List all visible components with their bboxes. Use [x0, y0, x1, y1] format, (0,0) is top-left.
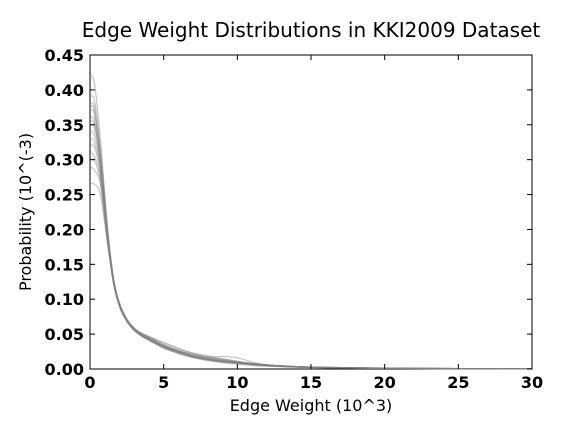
- x-tick-label: 30: [521, 373, 543, 392]
- y-tick-label: 0.20: [45, 220, 84, 239]
- y-tick-label: 0.05: [45, 325, 84, 344]
- series-line-3: [89, 102, 533, 370]
- x-tick-label: 25: [447, 373, 469, 392]
- y-tick-label: 0.10: [45, 290, 84, 309]
- series-line-15: [89, 158, 533, 370]
- series-line-12: [89, 105, 533, 370]
- y-tick-label: 0.30: [45, 151, 84, 170]
- series-line-6: [89, 123, 533, 370]
- chart-title: Edge Weight Distributions in KKI2009 Dat…: [82, 18, 541, 42]
- x-tick-label: 10: [226, 373, 248, 392]
- x-axis: 0 5 10 15 20 25 30: [84, 55, 543, 392]
- x-tick-label: 0: [84, 373, 95, 392]
- x-tick-label: 5: [158, 373, 169, 392]
- y-axis-label: Probability (10^(-3): [16, 133, 35, 291]
- series-line-7: [89, 130, 533, 370]
- series-line-14: [89, 144, 533, 370]
- series-line-5: [89, 116, 533, 370]
- series-line-13: [89, 120, 533, 370]
- y-tick-label: 0.25: [45, 186, 84, 205]
- series-line-9: [89, 152, 533, 370]
- y-tick-label: 0.35: [45, 116, 84, 135]
- plot-area: [89, 54, 533, 370]
- y-tick-label: 0.00: [45, 360, 84, 379]
- x-tick-label: 20: [374, 373, 396, 392]
- series-line-2: [89, 95, 533, 370]
- series-lines: [89, 75, 533, 370]
- x-tick-label: 15: [300, 373, 322, 392]
- x-axis-label: Edge Weight (10^3): [230, 396, 393, 415]
- series-line-4: [89, 109, 533, 370]
- series-line-11: [89, 182, 533, 370]
- y-tick-label: 0.15: [45, 255, 84, 274]
- series-line-1: [89, 75, 533, 370]
- y-tick-label: 0.45: [45, 46, 84, 65]
- series-line-8: [89, 138, 533, 370]
- series-line-10: [89, 166, 533, 370]
- y-axis: 0.00 0.05 0.10 0.15 0.20 0.25 0.30 0.35 0.40 0.45: [45, 46, 532, 379]
- y-tick-label: 0.40: [45, 81, 84, 100]
